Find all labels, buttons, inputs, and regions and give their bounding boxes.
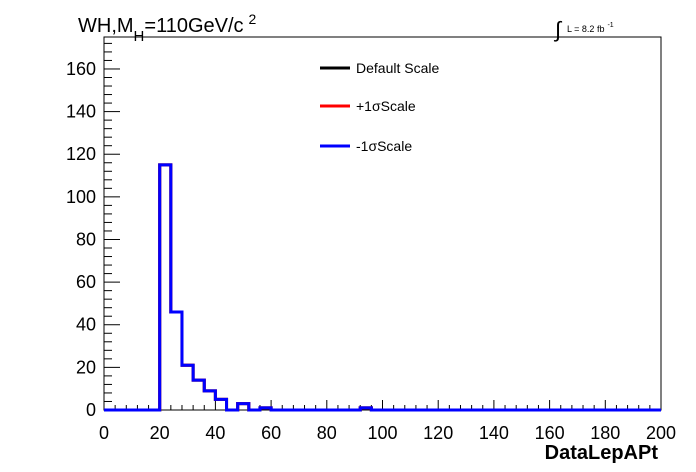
axis-ticks: 0 20 40 60 80 100 120 140 160 180 200 0 20 40 60 80 100 1…: [66, 42, 676, 443]
x-tick-label: 100: [367, 423, 397, 443]
y-tick-label: 20: [76, 357, 96, 377]
series-lines: [104, 163, 661, 412]
y-tick-label: 120: [66, 144, 96, 164]
legend: Default Scale +1σScale -1σScale: [320, 60, 439, 154]
y-tick-label: 140: [66, 102, 96, 122]
x-tick-label: 60: [261, 423, 281, 443]
x-axis-label: DataLepAPt: [545, 442, 659, 464]
x-tick-label: 120: [423, 423, 453, 443]
chart-title-main: WH,M: [78, 15, 134, 37]
y-tick-label: 160: [66, 59, 96, 79]
chart-title: WH,MH=110GeV/c 2: [78, 11, 257, 45]
luminosity-superscript: -1: [607, 22, 613, 29]
series-line-2: [104, 163, 661, 412]
x-tick-label: 140: [479, 423, 509, 443]
x-tick-label: 200: [646, 423, 676, 443]
chart-title-superscript: 2: [249, 11, 257, 27]
y-tick-label: 80: [76, 229, 96, 249]
chart-title-subscript: H: [134, 28, 145, 45]
legend-label: -1σScale: [356, 138, 412, 154]
y-tick-label: 40: [76, 315, 96, 335]
y-tick-label: 100: [66, 187, 96, 207]
x-tick-label: 20: [150, 423, 170, 443]
y-tick-label: 0: [86, 400, 96, 420]
series-line-1: [104, 163, 661, 412]
integral-sign-icon: ∫: [553, 17, 563, 42]
luminosity-text: L = 8.2 fb -1: [567, 22, 614, 34]
legend-label: Default Scale: [356, 60, 439, 76]
series-line-0: [104, 163, 661, 412]
luminosity-value: L = 8.2 fb: [567, 24, 604, 34]
legend-label: +1σScale: [356, 98, 416, 114]
x-tick-label: 180: [590, 423, 620, 443]
plot-frame: [103, 36, 662, 411]
chart-title-rest: =110GeV/c: [144, 15, 243, 37]
x-tick-label: 160: [535, 423, 565, 443]
x-tick-label: 0: [99, 423, 109, 443]
x-tick-label: 40: [205, 423, 225, 443]
y-tick-label: 60: [76, 272, 96, 292]
plot-area: [103, 36, 662, 411]
luminosity-label: ∫ L = 8.2 fb -1: [553, 17, 614, 42]
x-tick-label: 80: [317, 423, 337, 443]
